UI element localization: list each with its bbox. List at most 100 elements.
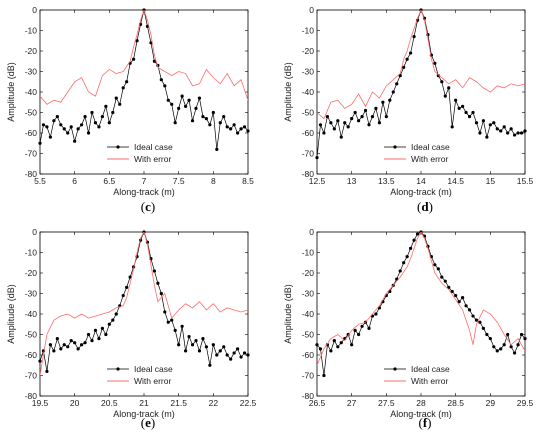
data-point bbox=[45, 125, 49, 129]
data-point bbox=[363, 108, 368, 113]
data-point bbox=[433, 263, 437, 267]
data-point bbox=[62, 127, 66, 131]
data-point bbox=[204, 345, 208, 349]
x-tick-label: 15.5 bbox=[517, 176, 534, 186]
y-tick-label: -40 bbox=[302, 87, 315, 97]
data-point bbox=[128, 275, 132, 279]
data-point bbox=[443, 94, 447, 98]
data-point bbox=[523, 337, 527, 341]
data-point bbox=[201, 115, 205, 119]
legend-label-error: With error bbox=[134, 376, 171, 386]
data-point bbox=[412, 238, 416, 242]
data-point bbox=[104, 332, 108, 337]
y-tick-label: -60 bbox=[302, 128, 315, 138]
data-point bbox=[495, 349, 499, 353]
data-point bbox=[152, 269, 156, 273]
y-tick-label: 0 bbox=[32, 227, 37, 237]
x-tick-label: 8.5 bbox=[242, 176, 254, 186]
data-point bbox=[523, 129, 527, 133]
data-point bbox=[478, 320, 482, 324]
data-point bbox=[350, 343, 354, 347]
data-point bbox=[381, 100, 385, 104]
data-point bbox=[215, 147, 219, 151]
x-tick-label: 13.5 bbox=[378, 176, 395, 186]
legend-marker-ideal bbox=[116, 145, 120, 149]
data-point bbox=[495, 127, 499, 131]
x-tick-label: 13 bbox=[347, 176, 357, 186]
data-point bbox=[450, 125, 454, 129]
data-point bbox=[360, 324, 364, 328]
data-point bbox=[474, 318, 479, 322]
data-point bbox=[48, 343, 53, 347]
data-point bbox=[166, 98, 170, 102]
data-point bbox=[159, 291, 163, 296]
data-point bbox=[384, 115, 388, 119]
y-axis-label: Amplitude (dB) bbox=[283, 284, 293, 344]
data-point bbox=[197, 96, 202, 100]
x-axis-label: Along-track (m) bbox=[390, 409, 452, 419]
data-point bbox=[374, 312, 378, 316]
data-point bbox=[519, 332, 524, 337]
x-tick-label: 20.5 bbox=[101, 398, 118, 408]
data-point bbox=[353, 110, 357, 115]
data-point bbox=[374, 106, 378, 110]
data-point bbox=[315, 343, 319, 347]
data-point bbox=[516, 131, 520, 135]
data-point bbox=[467, 115, 472, 119]
data-point bbox=[152, 59, 156, 63]
data-point bbox=[336, 119, 340, 123]
data-point bbox=[367, 123, 371, 127]
y-tick-label: -20 bbox=[25, 46, 38, 56]
data-point bbox=[218, 121, 222, 125]
x-tick-label: 15 bbox=[486, 176, 496, 186]
x-tick-label: 6.5 bbox=[103, 176, 115, 186]
x-tick-label: 7 bbox=[142, 176, 147, 186]
data-point bbox=[190, 119, 195, 123]
data-point bbox=[239, 127, 243, 131]
data-point bbox=[318, 347, 323, 351]
data-point bbox=[59, 347, 63, 351]
data-point bbox=[149, 41, 153, 45]
panel-label: (e) bbox=[141, 415, 155, 430]
data-point bbox=[180, 94, 184, 98]
y-tick-label: -50 bbox=[302, 108, 315, 118]
legend-label-ideal: Ideal case bbox=[134, 364, 173, 374]
data-point bbox=[485, 135, 489, 139]
data-point bbox=[454, 293, 458, 298]
x-tick-label: 7.5 bbox=[173, 176, 185, 186]
data-point bbox=[322, 131, 326, 135]
panel-label: (c) bbox=[141, 199, 155, 214]
data-point bbox=[488, 123, 492, 127]
data-point bbox=[506, 332, 510, 337]
data-point bbox=[492, 121, 496, 125]
data-point bbox=[184, 349, 188, 353]
data-point bbox=[499, 347, 503, 351]
data-point bbox=[481, 326, 485, 330]
series-line-error bbox=[40, 10, 248, 105]
data-point bbox=[86, 131, 91, 135]
legend-marker-ideal bbox=[116, 367, 120, 371]
y-tick-label: -30 bbox=[25, 289, 38, 299]
data-point bbox=[163, 84, 167, 88]
data-point bbox=[360, 115, 364, 119]
y-tick-label: -80 bbox=[302, 391, 315, 401]
data-point bbox=[370, 115, 375, 119]
data-point bbox=[391, 90, 395, 94]
data-point bbox=[357, 119, 361, 123]
data-point bbox=[454, 98, 458, 102]
data-point bbox=[242, 351, 247, 355]
data-point bbox=[114, 96, 118, 100]
data-point bbox=[239, 355, 243, 359]
y-tick-label: -30 bbox=[302, 289, 315, 299]
data-point bbox=[513, 351, 517, 355]
y-tick-label: -10 bbox=[25, 26, 38, 36]
y-tick-label: -60 bbox=[25, 128, 38, 138]
legend-label-error: With error bbox=[411, 376, 448, 386]
data-point bbox=[471, 110, 475, 115]
y-tick-label: -70 bbox=[25, 149, 38, 159]
data-point bbox=[187, 334, 191, 339]
data-point bbox=[111, 110, 115, 115]
data-point bbox=[329, 121, 333, 125]
